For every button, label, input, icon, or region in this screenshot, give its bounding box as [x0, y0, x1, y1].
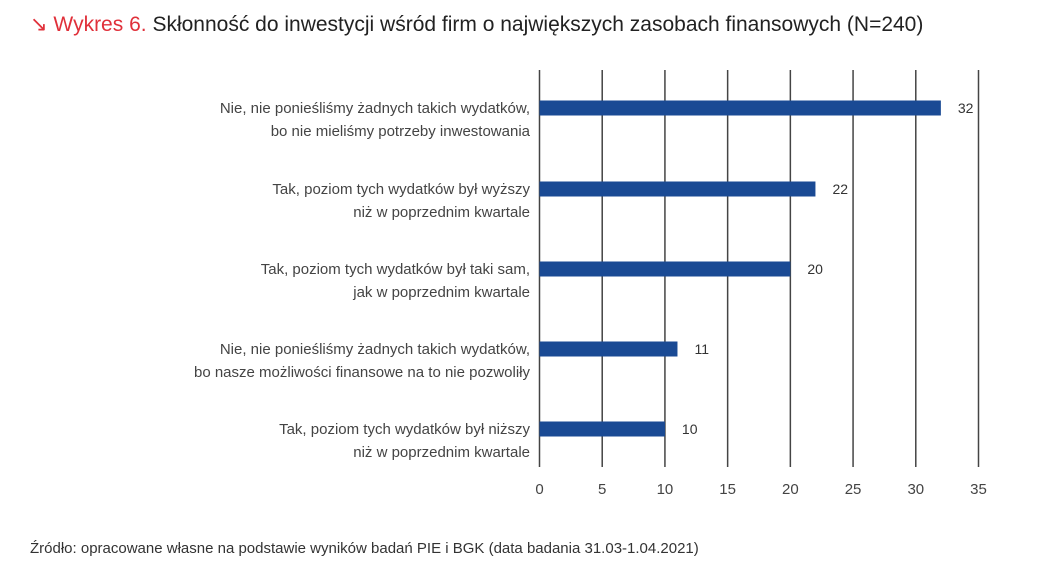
bar	[539, 100, 941, 116]
data-label: 20	[807, 261, 823, 277]
data-label: 22	[832, 181, 848, 197]
x-tick-label: 0	[535, 481, 543, 498]
bar	[539, 341, 678, 357]
chart-title: ↘ Wykres 6. Skłonność do inwestycji wśró…	[30, 12, 923, 37]
data-label: 11	[694, 341, 709, 357]
chart-title-text: Skłonność do inwestycji wśród firm o naj…	[152, 13, 924, 36]
bar	[539, 181, 816, 197]
bar	[539, 421, 665, 437]
category-label: niż w poprzednim kwartale	[353, 444, 530, 461]
x-tick-label: 5	[598, 481, 606, 498]
x-tick-label: 10	[657, 481, 674, 498]
bar	[539, 261, 791, 277]
x-tick-label: 30	[907, 481, 924, 498]
category-label: jak w poprzednim kwartale	[352, 284, 530, 301]
category-label: Nie, nie ponieśliśmy żadnych takich wyda…	[220, 100, 530, 117]
x-tick-label: 25	[845, 481, 862, 498]
category-label: niż w poprzednim kwartale	[353, 204, 530, 221]
x-tick-label: 15	[719, 481, 736, 498]
category-label: Tak, poziom tych wydatków był wyższy	[272, 181, 530, 198]
data-label: 32	[958, 100, 974, 116]
category-label: bo nie mieliśmy potrzeby inwestowania	[271, 123, 531, 140]
category-label: Tak, poziom tych wydatków był niższy	[279, 421, 530, 438]
x-tick-label: 20	[782, 481, 799, 498]
source-note: Źródło: opracowane własne na podstawie w…	[30, 540, 699, 557]
category-label: Tak, poziom tych wydatków był taki sam,	[261, 261, 530, 278]
data-label: 10	[682, 421, 698, 437]
category-label: bo nasze możliwości finansowe na to nie …	[194, 364, 531, 381]
x-tick-label: 35	[970, 481, 987, 498]
chart-number: ↘ Wykres 6.	[30, 13, 147, 36]
category-label: Nie, nie ponieśliśmy żadnych takich wyda…	[220, 341, 530, 358]
